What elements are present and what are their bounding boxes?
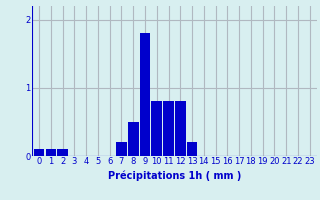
Bar — [57, 149, 68, 156]
Bar — [45, 149, 56, 156]
Bar — [128, 122, 139, 156]
Bar — [116, 142, 127, 156]
Bar — [175, 101, 186, 156]
X-axis label: Précipitations 1h ( mm ): Précipitations 1h ( mm ) — [108, 171, 241, 181]
Bar — [163, 101, 174, 156]
Bar — [187, 142, 197, 156]
Bar — [151, 101, 162, 156]
Bar — [34, 149, 44, 156]
Bar — [140, 33, 150, 156]
